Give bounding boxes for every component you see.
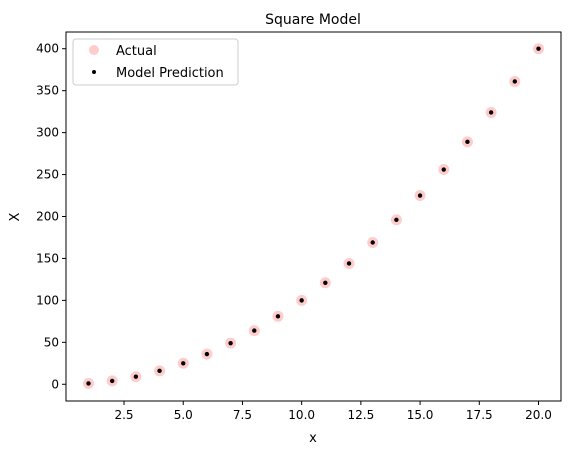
plot-frame	[65, 31, 562, 402]
model-prediction-point	[157, 368, 162, 374]
x-tick-label: 10.0	[288, 408, 315, 422]
y-axis-ticks: 0 50 100 150 200 250 300 350 400	[36, 42, 66, 391]
model-prediction-point	[299, 298, 304, 303]
legend-marker-actual	[89, 45, 99, 55]
x-tick-label: 15.0	[407, 408, 434, 422]
model-prediction-point	[417, 193, 423, 198]
model-prediction-point	[275, 314, 281, 319]
plot-area	[66, 32, 561, 401]
model-prediction-point	[109, 378, 115, 384]
legend-box	[72, 38, 239, 86]
model-prediction-point	[133, 374, 139, 379]
model-prediction-point	[512, 79, 518, 84]
model-prediction-point	[323, 280, 328, 285]
model-prediction-point	[370, 240, 375, 245]
model-prediction-point	[252, 328, 257, 333]
legend-label-actual: Actual	[116, 44, 157, 59]
x-tick-label: 17.5	[466, 408, 493, 422]
x-tick-label: 12.5	[348, 408, 375, 422]
y-tick-label: 200	[36, 210, 59, 224]
legend-marker-model-prediction	[92, 70, 96, 74]
y-tick-label: 0	[51, 377, 59, 391]
model-prediction-point	[465, 139, 470, 145]
x-axis-label: x	[309, 431, 317, 446]
model-prediction-point	[488, 110, 494, 115]
y-tick-label: 150	[36, 251, 59, 265]
y-tick-label: 250	[36, 168, 59, 182]
y-tick-label: 300	[36, 126, 59, 140]
y-axis-label: X	[8, 212, 23, 221]
y-tick-label: 400	[36, 42, 59, 56]
model-prediction-point	[346, 261, 352, 266]
legend-label-model-prediction: Model Prediction	[116, 66, 224, 81]
model-prediction-point	[86, 381, 91, 386]
y-tick-label: 100	[36, 293, 59, 307]
model-prediction-point	[228, 340, 233, 346]
model-prediction-point	[181, 361, 186, 366]
y-tick-label: 50	[44, 335, 59, 349]
model-prediction-point	[394, 217, 399, 223]
legend: Actual Model Prediction	[72, 38, 239, 86]
x-tick-label: 20.0	[525, 408, 552, 422]
x-tick-label: 2.5	[114, 408, 133, 422]
y-tick-label: 350	[36, 84, 59, 98]
chart-title: Square Model	[265, 12, 361, 28]
x-tick-label: 5.0	[174, 408, 193, 422]
model-prediction-point	[536, 46, 541, 51]
model-prediction-point	[441, 167, 446, 172]
model-prediction-point	[204, 351, 210, 357]
x-tick-label: 7.5	[233, 408, 252, 422]
x-axis-ticks: 2.5 5.0 7.5 10.0 12.5 15.0 17.5 20.0	[114, 401, 552, 422]
series-model-prediction	[86, 46, 541, 386]
